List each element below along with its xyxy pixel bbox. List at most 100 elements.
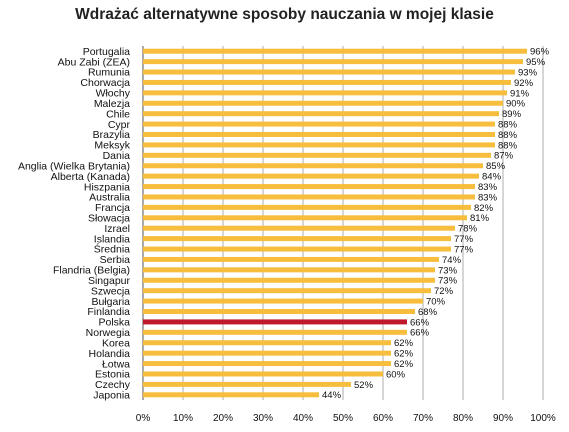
bar <box>143 392 319 398</box>
value-label: 81% <box>470 213 490 224</box>
x-tick-label: 40% <box>293 413 313 424</box>
value-label: 60% <box>386 369 406 380</box>
value-label: 78% <box>458 224 478 235</box>
bar <box>143 184 475 190</box>
value-label: 70% <box>426 296 446 307</box>
category-label: Korea <box>102 337 130 349</box>
value-label: 90% <box>506 99 526 110</box>
bar <box>143 48 527 54</box>
category-label: Szwecja <box>91 285 130 297</box>
value-label: 85% <box>486 161 506 172</box>
category-label: Serbia <box>100 254 131 266</box>
category-label: Łotwa <box>102 358 130 370</box>
value-label: 82% <box>474 203 494 214</box>
category-label: Chile <box>106 108 130 120</box>
bar <box>143 225 455 231</box>
category-label: Singapur <box>88 275 131 287</box>
value-label: 66% <box>410 328 430 339</box>
x-tick-label: 0% <box>136 413 151 424</box>
value-label: 83% <box>478 182 498 193</box>
category-label: Holandia <box>89 348 131 360</box>
value-label: 77% <box>454 244 474 255</box>
bar <box>143 204 471 210</box>
value-label: 73% <box>438 265 458 276</box>
category-label: Brazylia <box>93 129 131 141</box>
category-label: Abu Zabi (ZEA) <box>58 56 130 68</box>
bar <box>143 111 499 117</box>
category-label: Polska <box>98 317 130 329</box>
value-label: 77% <box>454 234 474 245</box>
category-label: Cypr <box>108 119 131 131</box>
bar-highlight <box>143 319 407 325</box>
category-label: Alberta (Kanada) <box>51 171 130 183</box>
category-label: Estonia <box>95 369 130 381</box>
category-label: Finlandia <box>87 306 130 318</box>
bar <box>143 69 515 75</box>
value-label: 84% <box>482 172 502 183</box>
value-label: 62% <box>394 349 414 360</box>
value-label: 96% <box>530 47 550 58</box>
value-label: 91% <box>510 88 530 99</box>
value-label: 62% <box>394 359 414 370</box>
category-label: Średnia <box>94 243 130 256</box>
value-label: 74% <box>442 255 462 266</box>
category-label: Bułgaria <box>91 296 130 308</box>
bar <box>143 267 435 273</box>
category-label: Anglia (Wielka Brytania) <box>18 160 130 172</box>
bar <box>143 371 383 377</box>
value-label: 83% <box>478 192 498 203</box>
bar <box>143 152 491 158</box>
category-label: Flandria (Belgia) <box>53 265 130 277</box>
bar <box>143 381 351 387</box>
value-label: 72% <box>434 286 454 297</box>
value-label: 88% <box>498 119 518 130</box>
value-label: 93% <box>518 67 538 78</box>
bar <box>143 309 415 314</box>
value-label: 88% <box>498 140 518 151</box>
x-tick-label: 60% <box>373 413 393 424</box>
value-label: 88% <box>498 130 518 141</box>
category-label: Australia <box>89 192 130 204</box>
x-tick-label: 90% <box>493 413 513 424</box>
x-tick-label: 30% <box>253 413 273 424</box>
category-label: Francja <box>95 202 130 214</box>
bar <box>143 246 451 252</box>
category-label: Chorwacja <box>80 77 130 89</box>
value-label: 62% <box>394 338 414 349</box>
bar <box>143 90 507 96</box>
bar <box>143 121 495 127</box>
value-label: 87% <box>494 151 514 162</box>
x-tick-label: 50% <box>333 413 353 424</box>
bar <box>143 59 523 65</box>
bar <box>143 350 391 356</box>
value-label: 52% <box>354 380 374 391</box>
x-tick-label: 10% <box>173 413 193 424</box>
category-label: Meksyk <box>94 140 130 152</box>
x-tick-label: 20% <box>213 413 233 424</box>
category-label: Malezja <box>94 98 130 110</box>
value-label: 73% <box>438 276 458 287</box>
bar <box>143 142 495 148</box>
bar <box>143 340 391 346</box>
category-label: Portugalia <box>83 46 130 58</box>
bar <box>143 277 435 283</box>
bar <box>143 79 511 85</box>
bar <box>143 132 495 137</box>
category-label: Rumunia <box>88 67 130 79</box>
bar <box>143 194 475 200</box>
bar <box>143 236 451 242</box>
bar <box>143 288 431 294</box>
value-label: 95% <box>526 57 546 68</box>
chart-title: Wdrażać alternatywne sposoby nauczania w… <box>75 6 494 23</box>
bar <box>143 173 479 179</box>
category-label: Norwegia <box>86 327 131 339</box>
value-label: 68% <box>418 307 438 318</box>
category-label: Czechy <box>95 379 131 391</box>
value-label: 92% <box>514 78 534 89</box>
value-label: 89% <box>502 109 522 120</box>
category-label: Słowacja <box>88 212 130 224</box>
category-label: Japonia <box>93 389 130 401</box>
value-label: 44% <box>322 390 342 401</box>
category-label: Islandia <box>94 233 130 245</box>
